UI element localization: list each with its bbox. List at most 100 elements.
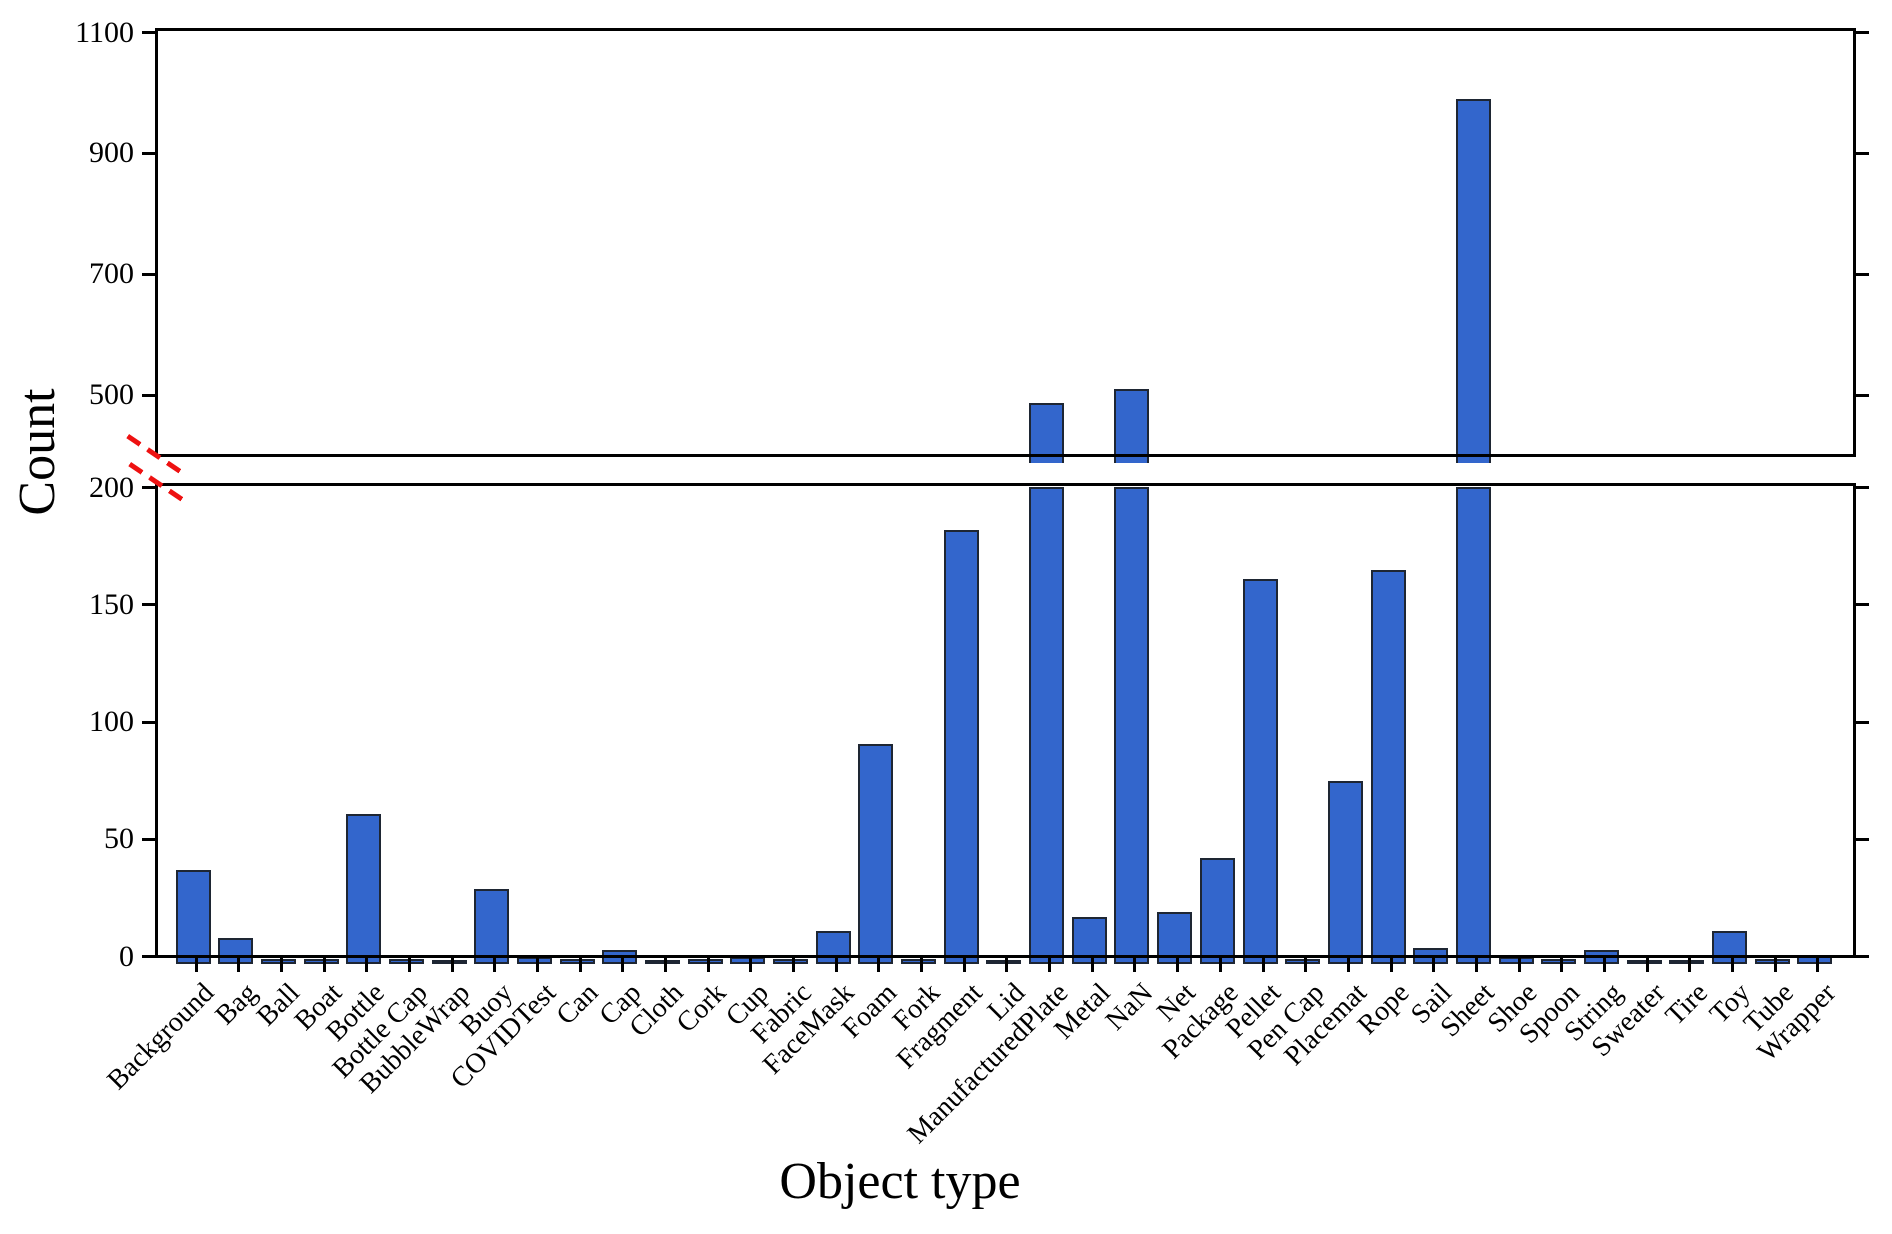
x-tick — [578, 958, 582, 972]
x-tick — [920, 958, 924, 972]
x-tick — [279, 958, 283, 972]
bar-bottle-cap — [388, 959, 424, 964]
bar-background — [175, 870, 211, 964]
y-tick-label: 100 — [89, 705, 134, 738]
y-tick-right — [1856, 720, 1869, 724]
bar-buoy — [474, 888, 510, 964]
x-tick — [322, 958, 326, 972]
y-tick-left — [142, 272, 155, 276]
x-tick — [663, 958, 667, 972]
bar-lid — [986, 960, 1022, 964]
lower-axis-panel — [155, 483, 1862, 964]
x-tick — [493, 958, 497, 972]
y-tick-left — [142, 603, 155, 607]
bar-pellet — [1242, 579, 1278, 964]
x-axis-title: Object type — [779, 1153, 1021, 1210]
bar-wrapper — [1797, 954, 1833, 964]
bar-fabric — [773, 959, 809, 964]
x-tick — [834, 958, 838, 972]
bar-bag — [218, 938, 254, 964]
bar-nan — [1114, 487, 1150, 964]
y-tick-right — [1856, 486, 1869, 489]
bar-toy — [1711, 931, 1747, 964]
x-tick — [1304, 958, 1308, 972]
y-tick-right — [1856, 272, 1869, 276]
x-tick — [1773, 958, 1777, 972]
x-tick — [1133, 958, 1137, 972]
x-tick — [407, 958, 411, 972]
x-tick — [962, 958, 966, 972]
y-tick-label: 200 — [89, 470, 134, 504]
y-tick-right — [1856, 393, 1869, 397]
x-tick — [194, 958, 198, 972]
y-tick-label: 900 — [89, 136, 134, 170]
y-tick-left — [142, 720, 155, 724]
bar-manufacturedplate-upper — [1029, 402, 1065, 463]
y-tick-right — [1856, 955, 1869, 958]
x-tick — [1090, 958, 1094, 972]
bar-can — [559, 959, 595, 964]
y-tick-right — [1856, 151, 1869, 155]
bar-spoon — [1541, 959, 1577, 964]
x-tick — [1432, 958, 1436, 972]
x-tick — [237, 958, 241, 972]
y-tick-label: 1100 — [75, 15, 134, 49]
y-tick-label: 0 — [119, 939, 134, 973]
y-tick-left — [142, 31, 155, 34]
bar-placemat — [1327, 781, 1363, 964]
x-tick — [1005, 958, 1009, 972]
x-tick — [1688, 958, 1692, 972]
bar-manufacturedplate — [1029, 487, 1065, 964]
bar-cork — [687, 959, 723, 964]
y-tick-label: 150 — [89, 587, 134, 621]
bar-sail — [1413, 947, 1449, 964]
bar-shoe — [1498, 956, 1534, 964]
x-tick — [1560, 958, 1564, 972]
bar-facemask — [815, 931, 851, 964]
bar-ball — [260, 959, 296, 964]
x-tick — [1602, 958, 1606, 972]
bar-cloth — [644, 960, 680, 964]
bar-rope — [1370, 570, 1406, 964]
bar-fork — [901, 959, 937, 964]
x-tick — [792, 958, 796, 972]
bar-tire — [1669, 960, 1705, 964]
x-tick — [1645, 958, 1649, 972]
bar-nan-upper — [1114, 389, 1150, 463]
bar-pen-cap — [1285, 959, 1321, 964]
y-tick-left — [142, 837, 155, 841]
y-tick-label: 700 — [89, 257, 134, 291]
bar-sheet-upper — [1455, 98, 1491, 463]
x-tick — [1517, 958, 1521, 972]
bar-bottle — [346, 813, 382, 964]
y-tick-right — [1856, 31, 1869, 34]
bar-sheet — [1455, 487, 1491, 964]
y-tick-left — [142, 486, 155, 489]
x-tick-label: Background — [101, 977, 221, 1096]
x-tick — [1218, 958, 1222, 972]
x-tick — [450, 958, 454, 972]
x-tick — [1389, 958, 1393, 972]
x-tick — [1346, 958, 1350, 972]
y-tick-left — [142, 151, 155, 155]
y-tick-label: 50 — [104, 822, 134, 856]
bar-metal — [1071, 917, 1107, 964]
x-tick — [1176, 958, 1180, 972]
x-tick — [1816, 958, 1820, 972]
bar-boat — [303, 959, 339, 964]
y-tick-left — [142, 955, 155, 958]
upper-axis-panel — [155, 28, 1862, 463]
x-tick — [621, 958, 625, 972]
bar-package — [1199, 858, 1235, 964]
bar-bubblewrap — [431, 960, 467, 964]
y-tick-left — [142, 393, 155, 397]
x-tick — [1261, 958, 1265, 972]
y-tick-label: 500 — [89, 378, 134, 412]
bar-covidtest — [516, 956, 552, 964]
x-tick — [1474, 958, 1478, 972]
x-tick — [365, 958, 369, 972]
bar-string — [1583, 949, 1619, 964]
x-tick — [1730, 958, 1734, 972]
bar-cap — [602, 949, 638, 964]
